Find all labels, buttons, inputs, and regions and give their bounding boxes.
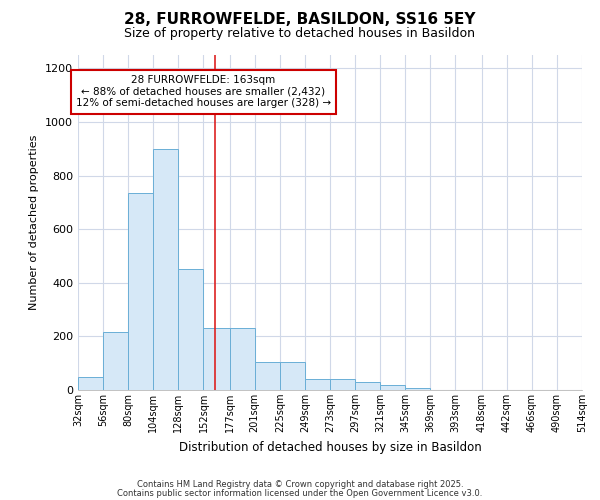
Bar (255, 362, 280, 390)
Bar (230, 328, 255, 390)
Bar (355, 382, 380, 390)
Text: Contains HM Land Registry data © Crown copyright and database right 2025.: Contains HM Land Registry data © Crown c… (137, 480, 463, 489)
Text: Contains public sector information licensed under the Open Government Licence v3: Contains public sector information licen… (118, 488, 482, 498)
Bar (280, 362, 305, 390)
Text: 28 FURROWFELDE: 163sqm
← 88% of detached houses are smaller (2,432)
12% of semi-: 28 FURROWFELDE: 163sqm ← 88% of detached… (76, 75, 331, 108)
Bar (178, 270, 203, 390)
Bar (330, 378, 355, 390)
Bar (305, 378, 330, 390)
Y-axis label: Number of detached properties: Number of detached properties (29, 135, 40, 310)
Bar (128, 193, 153, 390)
Bar (103, 332, 128, 390)
X-axis label: Distribution of detached houses by size in Basildon: Distribution of detached houses by size … (179, 440, 481, 454)
Bar (153, 149, 178, 390)
Bar (78, 376, 103, 390)
Text: 28, FURROWFELDE, BASILDON, SS16 5EY: 28, FURROWFELDE, BASILDON, SS16 5EY (124, 12, 476, 28)
Bar (380, 384, 405, 390)
Text: Size of property relative to detached houses in Basildon: Size of property relative to detached ho… (125, 28, 476, 40)
Bar (203, 328, 230, 390)
Bar (405, 388, 430, 390)
